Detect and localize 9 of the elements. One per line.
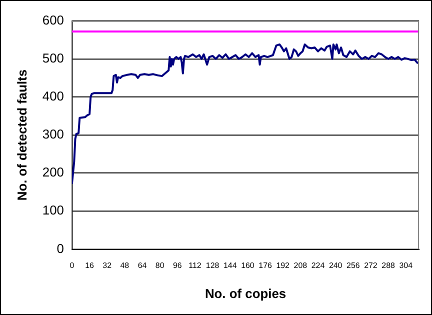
y-tick-label: 200 [42, 164, 64, 180]
y-tick-label: 400 [42, 88, 64, 104]
y-tick-label: 0 [56, 240, 64, 256]
x-axis-title: No. of copies [204, 286, 286, 301]
y-tick-label: 500 [42, 50, 64, 66]
y-tick-label: 300 [42, 126, 64, 142]
y-tick-label: 100 [42, 202, 64, 218]
y-tick-label: 600 [42, 12, 64, 28]
y-axis-title: No. of detected faults [14, 69, 30, 201]
